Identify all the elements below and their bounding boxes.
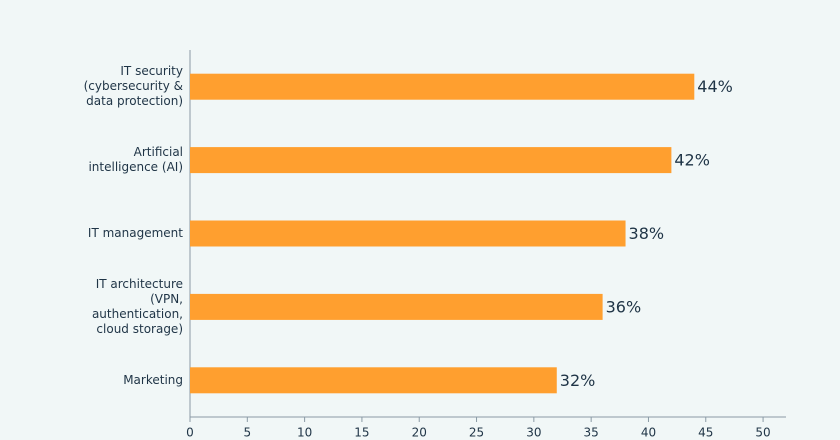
category-label: (VPN, (150, 292, 183, 306)
x-tick-label: 10 (297, 426, 312, 440)
x-tick-label: 35 (584, 426, 599, 440)
bar (190, 367, 557, 394)
value-label: 44% (697, 77, 733, 96)
category-label: cloud storage) (96, 322, 183, 336)
category-label: Marketing (123, 373, 183, 387)
value-label: 42% (674, 151, 710, 170)
x-tick-label: 15 (354, 426, 369, 440)
x-tick-label: 50 (755, 426, 770, 440)
category-label: data protection) (86, 94, 183, 108)
bar (190, 293, 603, 320)
category-label: intelligence (AI) (88, 160, 183, 174)
value-label: 36% (606, 297, 642, 316)
x-tick-label: 25 (469, 426, 484, 440)
bar (190, 220, 626, 247)
x-tick-label: 45 (698, 426, 713, 440)
category-label: IT architecture (96, 277, 183, 291)
x-tick-label: 20 (412, 426, 427, 440)
category-label: IT management (88, 226, 183, 240)
x-tick-label: 40 (641, 426, 656, 440)
bar (190, 147, 672, 174)
category-label: (cybersecurity & (84, 79, 183, 93)
bar (190, 73, 695, 100)
x-tick-label: 30 (526, 426, 541, 440)
value-label: 38% (629, 224, 665, 243)
category-label: IT security (120, 64, 183, 78)
category-label: authentication, (92, 307, 183, 321)
value-label: 32% (560, 371, 596, 390)
category-label: Artificial (134, 145, 183, 159)
x-tick-label: 5 (243, 426, 251, 440)
x-tick-label: 0 (186, 426, 194, 440)
